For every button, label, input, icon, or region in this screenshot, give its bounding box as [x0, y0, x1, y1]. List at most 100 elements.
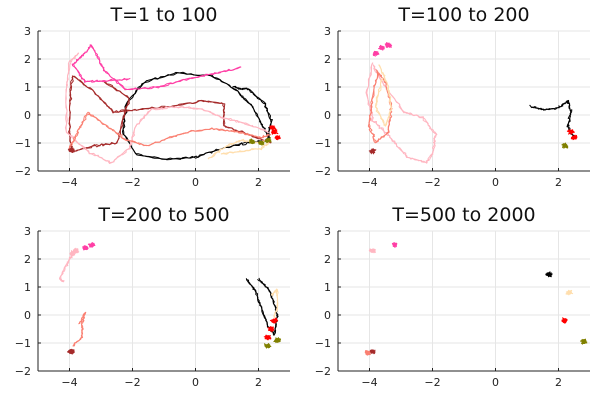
series-3-trajectory: [246, 277, 279, 335]
series-8-cluster-1: [579, 338, 588, 345]
series-5-cluster-1: [87, 241, 96, 248]
series-2-cluster-1: [368, 248, 376, 254]
series-9-cluster-1: [273, 337, 282, 344]
panel-title: T=100 to 200: [397, 4, 529, 26]
y-tick-label: −2: [15, 165, 31, 178]
x-tick-label: −2: [424, 376, 440, 389]
panel-title: T=200 to 500: [97, 204, 229, 226]
y-tick-label: 3: [324, 25, 331, 38]
panel-2: −4 −2 0 2 −2 −1 0 1 2 3 T=100 to 200: [315, 4, 590, 189]
y-tick-label: 0: [324, 309, 331, 322]
plot-area: [59, 241, 282, 355]
series-5-cluster-3: [372, 50, 380, 57]
y-tick-label: 2: [24, 53, 31, 66]
series-9-cluster-1: [67, 147, 75, 153]
y-tick-label: 1: [24, 81, 31, 94]
x-tick-label: 2: [555, 376, 562, 389]
x-tick-label: 2: [255, 376, 262, 389]
x-tick-label: −4: [61, 376, 77, 389]
series-8-cluster-1: [368, 148, 377, 155]
y-tick-label: 3: [24, 225, 31, 238]
panel-3: −4 −2 0 2 −2 −1 0 1 2 3 T=200 to 500: [15, 204, 290, 389]
series-7-cluster-1: [561, 317, 568, 324]
series-3-trajectory: [73, 44, 242, 91]
series-8-cluster-2: [269, 317, 279, 324]
series-6-cluster-2: [69, 250, 76, 257]
x-tick-label: −2: [124, 176, 140, 189]
x-tick-label: 0: [192, 376, 199, 389]
series-1-trajectory: [365, 62, 437, 163]
series-1-trajectory: [366, 62, 438, 164]
y-tick-label: 2: [24, 253, 31, 266]
series-7-cluster-1: [264, 137, 272, 143]
series-5-cluster-1: [378, 44, 385, 51]
panel-1: −4 −2 0 2 −2 −1 0 1 2 3 T=1 to 100: [15, 4, 290, 189]
series-2-trajectory: [72, 311, 87, 347]
plot-area: [64, 44, 281, 164]
y-tick-label: −2: [315, 165, 331, 178]
series-2-trajectory: [73, 312, 86, 347]
y-tick-label: 1: [324, 81, 331, 94]
series-1-trajectory: [122, 71, 272, 161]
panel-title: T=1 to 100: [109, 4, 217, 26]
series-4-trajectory: [64, 52, 269, 164]
series-6-cluster-1: [565, 289, 574, 296]
x-tick-label: −4: [361, 376, 377, 389]
series-4-cluster-1: [369, 349, 376, 355]
series-4-trajectory: [271, 289, 279, 319]
series-1-cluster-1: [391, 242, 398, 248]
series-8-cluster-1: [271, 128, 279, 135]
x-tick-label: 2: [255, 176, 262, 189]
x-tick-label: 0: [192, 176, 199, 189]
y-tick-label: 0: [24, 109, 31, 122]
series-6-cluster-2: [566, 129, 575, 135]
series-2-trajectory: [367, 69, 393, 144]
x-tick-label: 2: [555, 176, 562, 189]
series-4-trajectory: [530, 100, 575, 139]
series-3-trajectory: [374, 64, 393, 126]
series-4-trajectory: [529, 99, 575, 139]
x-tick-label: −4: [61, 176, 77, 189]
y-tick-label: −2: [15, 365, 31, 378]
y-tick-label: 0: [324, 109, 331, 122]
plot-area: [365, 42, 578, 164]
series-9-cluster-2: [263, 343, 272, 349]
series-7-cluster-3: [249, 138, 256, 145]
series-5-cluster-2: [82, 245, 89, 251]
x-tick-label: 0: [492, 176, 499, 189]
y-tick-label: −1: [15, 137, 31, 150]
series-5-trajectory: [68, 112, 271, 150]
series-8-cluster-1: [267, 326, 275, 333]
series-6-cluster-1: [570, 134, 578, 141]
x-tick-label: 0: [492, 376, 499, 389]
series-5-cluster-1: [545, 271, 553, 278]
y-tick-label: 2: [324, 253, 331, 266]
x-tick-label: −4: [361, 176, 377, 189]
series-7-cluster-2: [258, 140, 265, 146]
plot-area: [364, 242, 588, 356]
x-tick-label: −2: [424, 176, 440, 189]
series-3-trajectory: [71, 44, 241, 91]
series-5-cluster-2: [384, 42, 393, 48]
y-tick-label: −2: [315, 365, 331, 378]
y-tick-label: −1: [15, 337, 31, 350]
y-tick-label: 1: [24, 281, 31, 294]
series-7-cluster-1: [66, 348, 75, 355]
series-7-cluster-1: [561, 142, 569, 149]
y-tick-label: 3: [24, 25, 31, 38]
y-tick-label: 2: [324, 53, 331, 66]
series-1-trajectory: [59, 253, 74, 283]
y-tick-label: −1: [315, 137, 331, 150]
y-tick-label: 1: [324, 281, 331, 294]
y-tick-label: −1: [315, 337, 331, 350]
series-8-cluster-3: [274, 135, 281, 141]
series-8-cluster-2: [269, 125, 277, 131]
x-tick-label: −2: [124, 376, 140, 389]
panel-4: −4 −2 0 2 −2 −1 0 1 2 3 T=500 to 2000: [315, 204, 590, 389]
y-tick-label: 0: [24, 309, 31, 322]
y-tick-label: 3: [324, 225, 331, 238]
series-3-cluster-1: [364, 350, 372, 356]
series-8-cluster-3: [263, 334, 272, 341]
series-6-cluster-1: [72, 247, 80, 254]
